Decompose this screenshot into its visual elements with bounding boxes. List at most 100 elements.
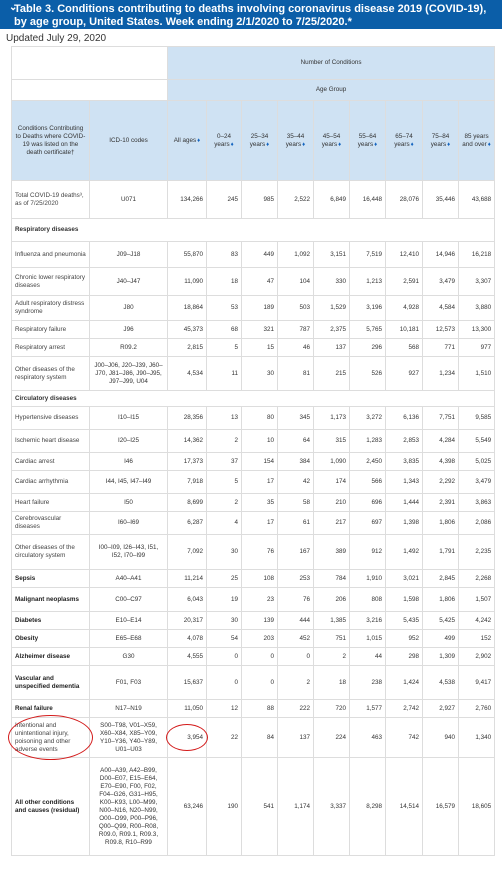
icd-codes: F01, F03	[89, 665, 168, 700]
condition-label: Vascular and unspecified dementia	[11, 665, 90, 700]
age-column-header[interactable]: 25–34 years♦	[241, 100, 278, 181]
count-cell: 1,510	[457, 356, 496, 391]
count-cell: 5,025	[457, 452, 496, 471]
age-column-label: 75–84 years	[430, 132, 450, 148]
sort-icon[interactable]: ♦	[266, 141, 270, 148]
count-cell: 298	[385, 647, 423, 666]
condition-label: Hypertensive diseases	[11, 406, 90, 430]
age-column-header[interactable]: 35–44 years♦	[277, 100, 314, 181]
count-cell: 787	[277, 320, 314, 339]
count-cell: 58	[277, 493, 314, 512]
count-cell: 210	[313, 493, 350, 512]
count-cell: 83	[206, 241, 242, 268]
count-cell: 541	[241, 757, 278, 856]
count-cell: 771	[422, 338, 459, 357]
count-cell: 1,340	[457, 717, 496, 758]
age-column-header[interactable]: All ages♦	[167, 100, 207, 181]
count-cell: 17	[241, 511, 278, 535]
count-cell: 3,954	[167, 717, 207, 758]
icd-codes: I20–I25	[89, 429, 168, 453]
count-cell: 1,791	[422, 534, 459, 570]
icd-codes: G30	[89, 647, 168, 666]
table-row: Cerebrovascular diseases I60–I69 6,287 4 17 6…	[11, 511, 496, 535]
count-cell: 108	[241, 569, 278, 588]
age-column-label: 25–34 years	[249, 132, 269, 148]
count-cell: 384	[277, 452, 314, 471]
count-cell: 1,092	[277, 241, 314, 268]
sort-icon[interactable]: ♦	[374, 141, 378, 148]
count-cell: 3,021	[385, 569, 423, 588]
age-column-header[interactable]: 85 years and over♦	[457, 100, 496, 181]
condition-label: All other conditions and causes (residua…	[11, 757, 90, 856]
sort-icon[interactable]: ♦	[230, 141, 234, 148]
table-row: Hypertensive diseases I10–I15 28,356 13 80 34…	[11, 406, 496, 430]
count-cell: 5,765	[349, 320, 386, 339]
group-row: Respiratory diseases	[10, 218, 496, 242]
count-cell: 44	[349, 647, 386, 666]
icd-codes: N17–N19	[89, 699, 168, 718]
count-cell: 0	[241, 647, 278, 666]
age-column-header[interactable]: 45–54 years♦	[313, 100, 350, 181]
count-cell: 1,343	[385, 470, 423, 494]
sort-icon[interactable]: ♦	[338, 141, 342, 148]
condition-label: Other diseases of the respiratory system	[11, 356, 90, 391]
count-cell: 189	[241, 295, 278, 321]
age-column-header[interactable]: 75–84 years♦	[422, 100, 459, 181]
table-row: Influenza and pneumonia J09–J18 55,870 83 44…	[11, 241, 496, 268]
condition-label: Cerebrovascular diseases	[11, 511, 90, 535]
table-row: Vascular and unspecified dementia F01, F0…	[11, 665, 496, 700]
age-column-header[interactable]: 55–64 years♦	[349, 100, 386, 181]
sort-icon[interactable]: ♦	[447, 141, 451, 148]
count-cell: 444	[277, 611, 314, 630]
count-cell: 167	[277, 534, 314, 570]
count-cell: 206	[313, 587, 350, 612]
count-cell: 46	[277, 338, 314, 357]
count-cell: 22	[206, 717, 242, 758]
condition-label: Respiratory arrest	[11, 338, 90, 357]
table-row: Total COVID-19 deaths³, as of 7/25/2020 U…	[11, 180, 496, 219]
sort-icon[interactable]: ♦	[487, 141, 491, 148]
icd-codes: J40–J47	[89, 267, 168, 296]
sort-icon[interactable]: ♦	[197, 137, 201, 144]
count-cell: 751	[313, 629, 350, 648]
icd-column-header: ICD-10 codes	[89, 100, 168, 181]
sort-icon[interactable]: ♦	[410, 141, 414, 148]
sort-icon[interactable]: ♦	[302, 141, 306, 148]
condition-label: Renal failure	[11, 699, 90, 718]
conditions-table: Number of Conditions Age Group Condition…	[10, 46, 496, 856]
count-cell: 11,050	[167, 699, 207, 718]
count-cell: 45,373	[167, 320, 207, 339]
count-cell: 1,234	[422, 356, 459, 391]
group-label: Circulatory diseases	[10, 390, 496, 407]
count-cell: 84	[241, 717, 278, 758]
table-row: Cardiac arrest I46 17,373 37 154 384 1,090 2,45…	[11, 452, 496, 471]
count-cell: 4,242	[457, 611, 496, 630]
count-cell: 1,283	[349, 429, 386, 453]
age-column-header[interactable]: 65–74 years♦	[385, 100, 423, 181]
count-cell: 2,086	[457, 511, 496, 535]
chevron-down-icon: ⌄	[9, 2, 18, 13]
table-title-banner[interactable]: ⌄ Table 3. Conditions contributing to de…	[0, 0, 502, 29]
count-cell: 449	[241, 241, 278, 268]
count-cell: 784	[313, 569, 350, 588]
count-cell: 35	[241, 493, 278, 512]
table-row: Ischemic heart disease I20–I25 14,362 2 10 64…	[11, 429, 496, 453]
count-cell: 18	[313, 665, 350, 700]
count-cell: 697	[349, 511, 386, 535]
age-column-label: All ages	[173, 136, 197, 144]
table-row: Other diseases of the respiratory system…	[11, 356, 496, 391]
count-cell: 12,573	[422, 320, 459, 339]
table-row: Adult respiratory distress syndrome J80 18…	[11, 295, 496, 321]
count-cell: 940	[422, 717, 459, 758]
count-cell: 3,863	[457, 493, 496, 512]
condition-label: Other diseases of the circulatory system	[11, 534, 90, 570]
count-cell: 4,078	[167, 629, 207, 648]
table-row: Alzheimer disease G30 4,555 0 0 0 2 44 298 1,309 2…	[11, 647, 496, 666]
count-cell: 20,317	[167, 611, 207, 630]
count-cell: 568	[385, 338, 423, 357]
age-column-header[interactable]: 0–24 years♦	[206, 100, 242, 181]
count-cell: 14,946	[422, 241, 459, 268]
age-column-label: 85 years and over	[462, 132, 489, 148]
table-row: Sepsis A40–A41 11,214 25 108 253 784 1,910 3,021…	[11, 569, 496, 588]
header-blank	[11, 46, 168, 80]
